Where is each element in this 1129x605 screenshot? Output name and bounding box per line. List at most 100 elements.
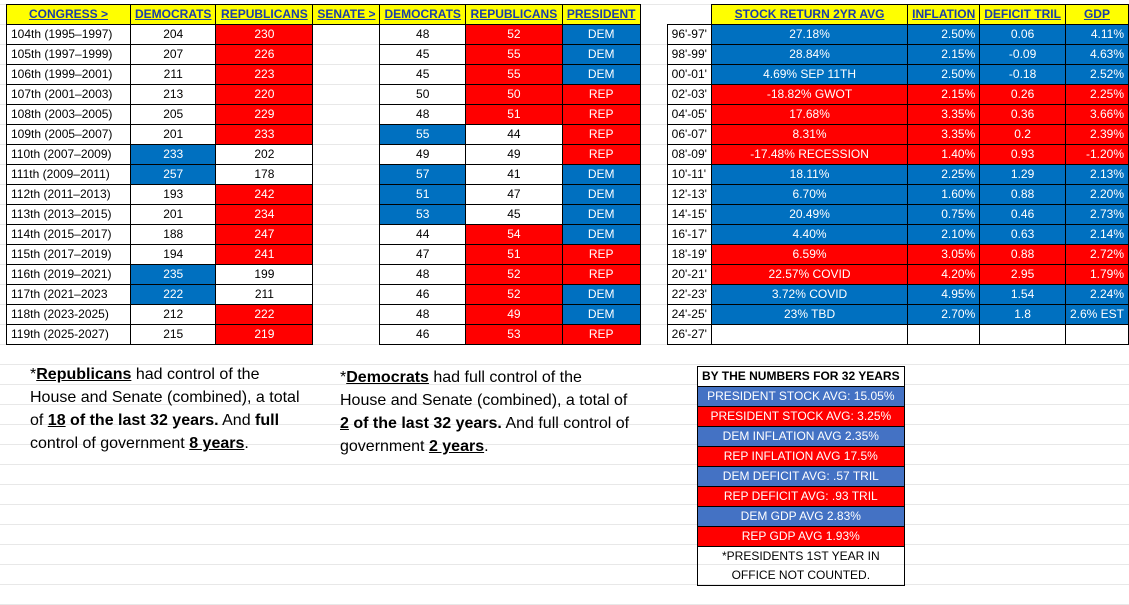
president-cell[interactable]: REP bbox=[561, 324, 641, 345]
congress-cell[interactable]: 111th (2009–2011) bbox=[6, 164, 131, 185]
stock-cell[interactable]: 18.11% bbox=[710, 164, 909, 185]
stock-cell[interactable]: 20.49% bbox=[710, 204, 909, 225]
deficit-cell[interactable]: 0.2 bbox=[979, 124, 1066, 145]
president-cell[interactable]: REP bbox=[561, 144, 641, 165]
president-cell[interactable]: DEM bbox=[561, 224, 641, 245]
gdp-cell[interactable]: 4.11% bbox=[1064, 24, 1129, 45]
inflation-cell[interactable]: 3.05% bbox=[907, 244, 981, 265]
congress-cell[interactable]: 108th (2003–2005) bbox=[6, 104, 131, 125]
stock-cell[interactable]: 27.18% bbox=[710, 24, 909, 45]
house-rep-cell[interactable]: 229 bbox=[215, 104, 314, 125]
inflation-cell[interactable]: 2.50% bbox=[907, 64, 981, 85]
senate-rep-cell[interactable]: 53 bbox=[464, 324, 563, 345]
deficit-cell[interactable]: 1.54 bbox=[979, 284, 1066, 305]
stock-cell[interactable]: -18.82% GWOT bbox=[710, 84, 909, 105]
senate-rep-cell[interactable]: 52 bbox=[464, 24, 563, 45]
president-cell[interactable]: DEM bbox=[561, 24, 641, 45]
stock-cell[interactable]: 6.70% bbox=[710, 184, 909, 205]
president-cell[interactable]: DEM bbox=[561, 184, 641, 205]
header-senate-rep[interactable]: REPUBLICANS bbox=[464, 4, 563, 25]
house-dem-cell[interactable]: 201 bbox=[129, 204, 217, 225]
congress-cell[interactable]: 113th (2013–2015) bbox=[6, 204, 131, 225]
house-rep-cell[interactable]: 178 bbox=[215, 164, 314, 185]
stock-cell[interactable]: 3.72% COVID bbox=[710, 284, 909, 305]
inflation-cell[interactable]: 2.70% bbox=[907, 304, 981, 325]
header-house-rep[interactable]: REPUBLICANS bbox=[215, 4, 314, 25]
header-president[interactable]: PRESIDENT bbox=[561, 4, 641, 25]
senate-dem-cell[interactable]: 46 bbox=[379, 284, 466, 305]
deficit-cell[interactable]: 0.63 bbox=[979, 224, 1066, 245]
gdp-cell[interactable] bbox=[1064, 324, 1129, 345]
header-deficit[interactable]: DEFICIT TRIL bbox=[979, 4, 1066, 25]
years-cell[interactable]: 22'-23' bbox=[666, 284, 712, 305]
congress-cell[interactable]: 118th (2023-2025) bbox=[6, 304, 131, 325]
house-rep-cell[interactable]: 220 bbox=[215, 84, 314, 105]
president-cell[interactable]: DEM bbox=[561, 44, 641, 65]
years-cell[interactable]: 08'-09' bbox=[666, 144, 712, 165]
president-cell[interactable]: REP bbox=[561, 104, 641, 125]
stock-cell[interactable]: 6.59% bbox=[710, 244, 909, 265]
house-rep-cell[interactable]: 222 bbox=[215, 304, 314, 325]
house-dem-cell[interactable]: 207 bbox=[129, 44, 217, 65]
years-cell[interactable]: 96'-97' bbox=[666, 24, 712, 45]
stock-cell[interactable]: 17.68% bbox=[710, 104, 909, 125]
deficit-cell[interactable]: 0.46 bbox=[979, 204, 1066, 225]
gdp-cell[interactable]: 2.13% bbox=[1064, 164, 1129, 185]
inflation-cell[interactable]: 0.75% bbox=[907, 204, 981, 225]
deficit-cell[interactable]: 0.26 bbox=[979, 84, 1066, 105]
senate-dem-cell[interactable]: 44 bbox=[379, 224, 466, 245]
gdp-cell[interactable]: 2.6% EST bbox=[1064, 304, 1129, 325]
inflation-cell[interactable]: 3.35% bbox=[907, 104, 981, 125]
inflation-cell[interactable]: 1.60% bbox=[907, 184, 981, 205]
years-cell[interactable]: 16'-17' bbox=[666, 224, 712, 245]
deficit-cell[interactable]: 0.93 bbox=[979, 144, 1066, 165]
president-cell[interactable]: REP bbox=[561, 84, 641, 105]
house-rep-cell[interactable]: 233 bbox=[215, 124, 314, 145]
house-dem-cell[interactable]: 257 bbox=[129, 164, 217, 185]
gdp-cell[interactable]: -1.20% bbox=[1064, 144, 1129, 165]
house-rep-cell[interactable]: 242 bbox=[215, 184, 314, 205]
deficit-cell[interactable]: -0.09 bbox=[979, 44, 1066, 65]
stock-cell[interactable]: 8.31% bbox=[710, 124, 909, 145]
house-rep-cell[interactable]: 241 bbox=[215, 244, 314, 265]
house-dem-cell[interactable]: 193 bbox=[129, 184, 217, 205]
senate-dem-cell[interactable]: 48 bbox=[379, 304, 466, 325]
senate-dem-cell[interactable]: 48 bbox=[379, 104, 466, 125]
senate-dem-cell[interactable]: 48 bbox=[379, 264, 466, 285]
congress-cell[interactable]: 117th (2021–2023 bbox=[6, 284, 131, 305]
congress-cell[interactable]: 105th (1997–1999) bbox=[6, 44, 131, 65]
years-cell[interactable]: 02'-03' bbox=[666, 84, 712, 105]
congress-cell[interactable]: 115th (2017–2019) bbox=[6, 244, 131, 265]
stock-cell[interactable] bbox=[710, 324, 909, 345]
senate-dem-cell[interactable]: 46 bbox=[379, 324, 466, 345]
senate-dem-cell[interactable]: 57 bbox=[379, 164, 466, 185]
years-cell[interactable]: 26'-27' bbox=[666, 324, 712, 345]
senate-dem-cell[interactable]: 45 bbox=[379, 44, 466, 65]
years-cell[interactable]: 24'-25' bbox=[666, 304, 712, 325]
congress-cell[interactable]: 107th (2001–2003) bbox=[6, 84, 131, 105]
house-dem-cell[interactable]: 204 bbox=[129, 24, 217, 45]
house-dem-cell[interactable]: 235 bbox=[129, 264, 217, 285]
president-cell[interactable]: DEM bbox=[561, 284, 641, 305]
gdp-cell[interactable]: 2.14% bbox=[1064, 224, 1129, 245]
house-dem-cell[interactable]: 212 bbox=[129, 304, 217, 325]
deficit-cell[interactable]: 0.88 bbox=[979, 244, 1066, 265]
header-stock[interactable]: STOCK RETURN 2YR AVG bbox=[710, 4, 909, 25]
gdp-cell[interactable]: 2.52% bbox=[1064, 64, 1129, 85]
stock-cell[interactable]: 22.57% COVID bbox=[710, 264, 909, 285]
house-dem-cell[interactable]: 194 bbox=[129, 244, 217, 265]
house-rep-cell[interactable]: 226 bbox=[215, 44, 314, 65]
senate-rep-cell[interactable]: 44 bbox=[464, 124, 563, 145]
header-inflation[interactable]: INFLATION bbox=[907, 4, 981, 25]
inflation-cell[interactable]: 2.25% bbox=[907, 164, 981, 185]
stock-cell[interactable]: 4.40% bbox=[710, 224, 909, 245]
house-rep-cell[interactable]: 202 bbox=[215, 144, 314, 165]
header-house-dem[interactable]: DEMOCRATS bbox=[129, 4, 217, 25]
congress-cell[interactable]: 119th (2025-2027) bbox=[6, 324, 131, 345]
house-dem-cell[interactable]: 233 bbox=[129, 144, 217, 165]
inflation-cell[interactable] bbox=[907, 324, 981, 345]
congress-cell[interactable]: 109th (2005–2007) bbox=[6, 124, 131, 145]
years-cell[interactable]: 12'-13' bbox=[666, 184, 712, 205]
senate-rep-cell[interactable]: 51 bbox=[464, 104, 563, 125]
inflation-cell[interactable]: 3.35% bbox=[907, 124, 981, 145]
